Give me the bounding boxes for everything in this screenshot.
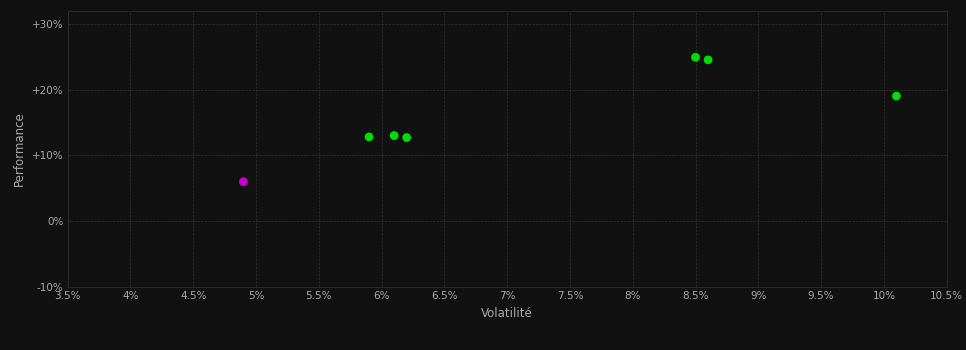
Point bbox=[361, 134, 377, 140]
Point bbox=[700, 57, 716, 63]
X-axis label: Volatilité: Volatilité bbox=[481, 307, 533, 320]
Point bbox=[889, 93, 904, 99]
Point bbox=[688, 55, 703, 60]
Point bbox=[399, 135, 414, 140]
Y-axis label: Performance: Performance bbox=[14, 111, 26, 186]
Point bbox=[236, 179, 251, 184]
Point bbox=[386, 133, 402, 138]
